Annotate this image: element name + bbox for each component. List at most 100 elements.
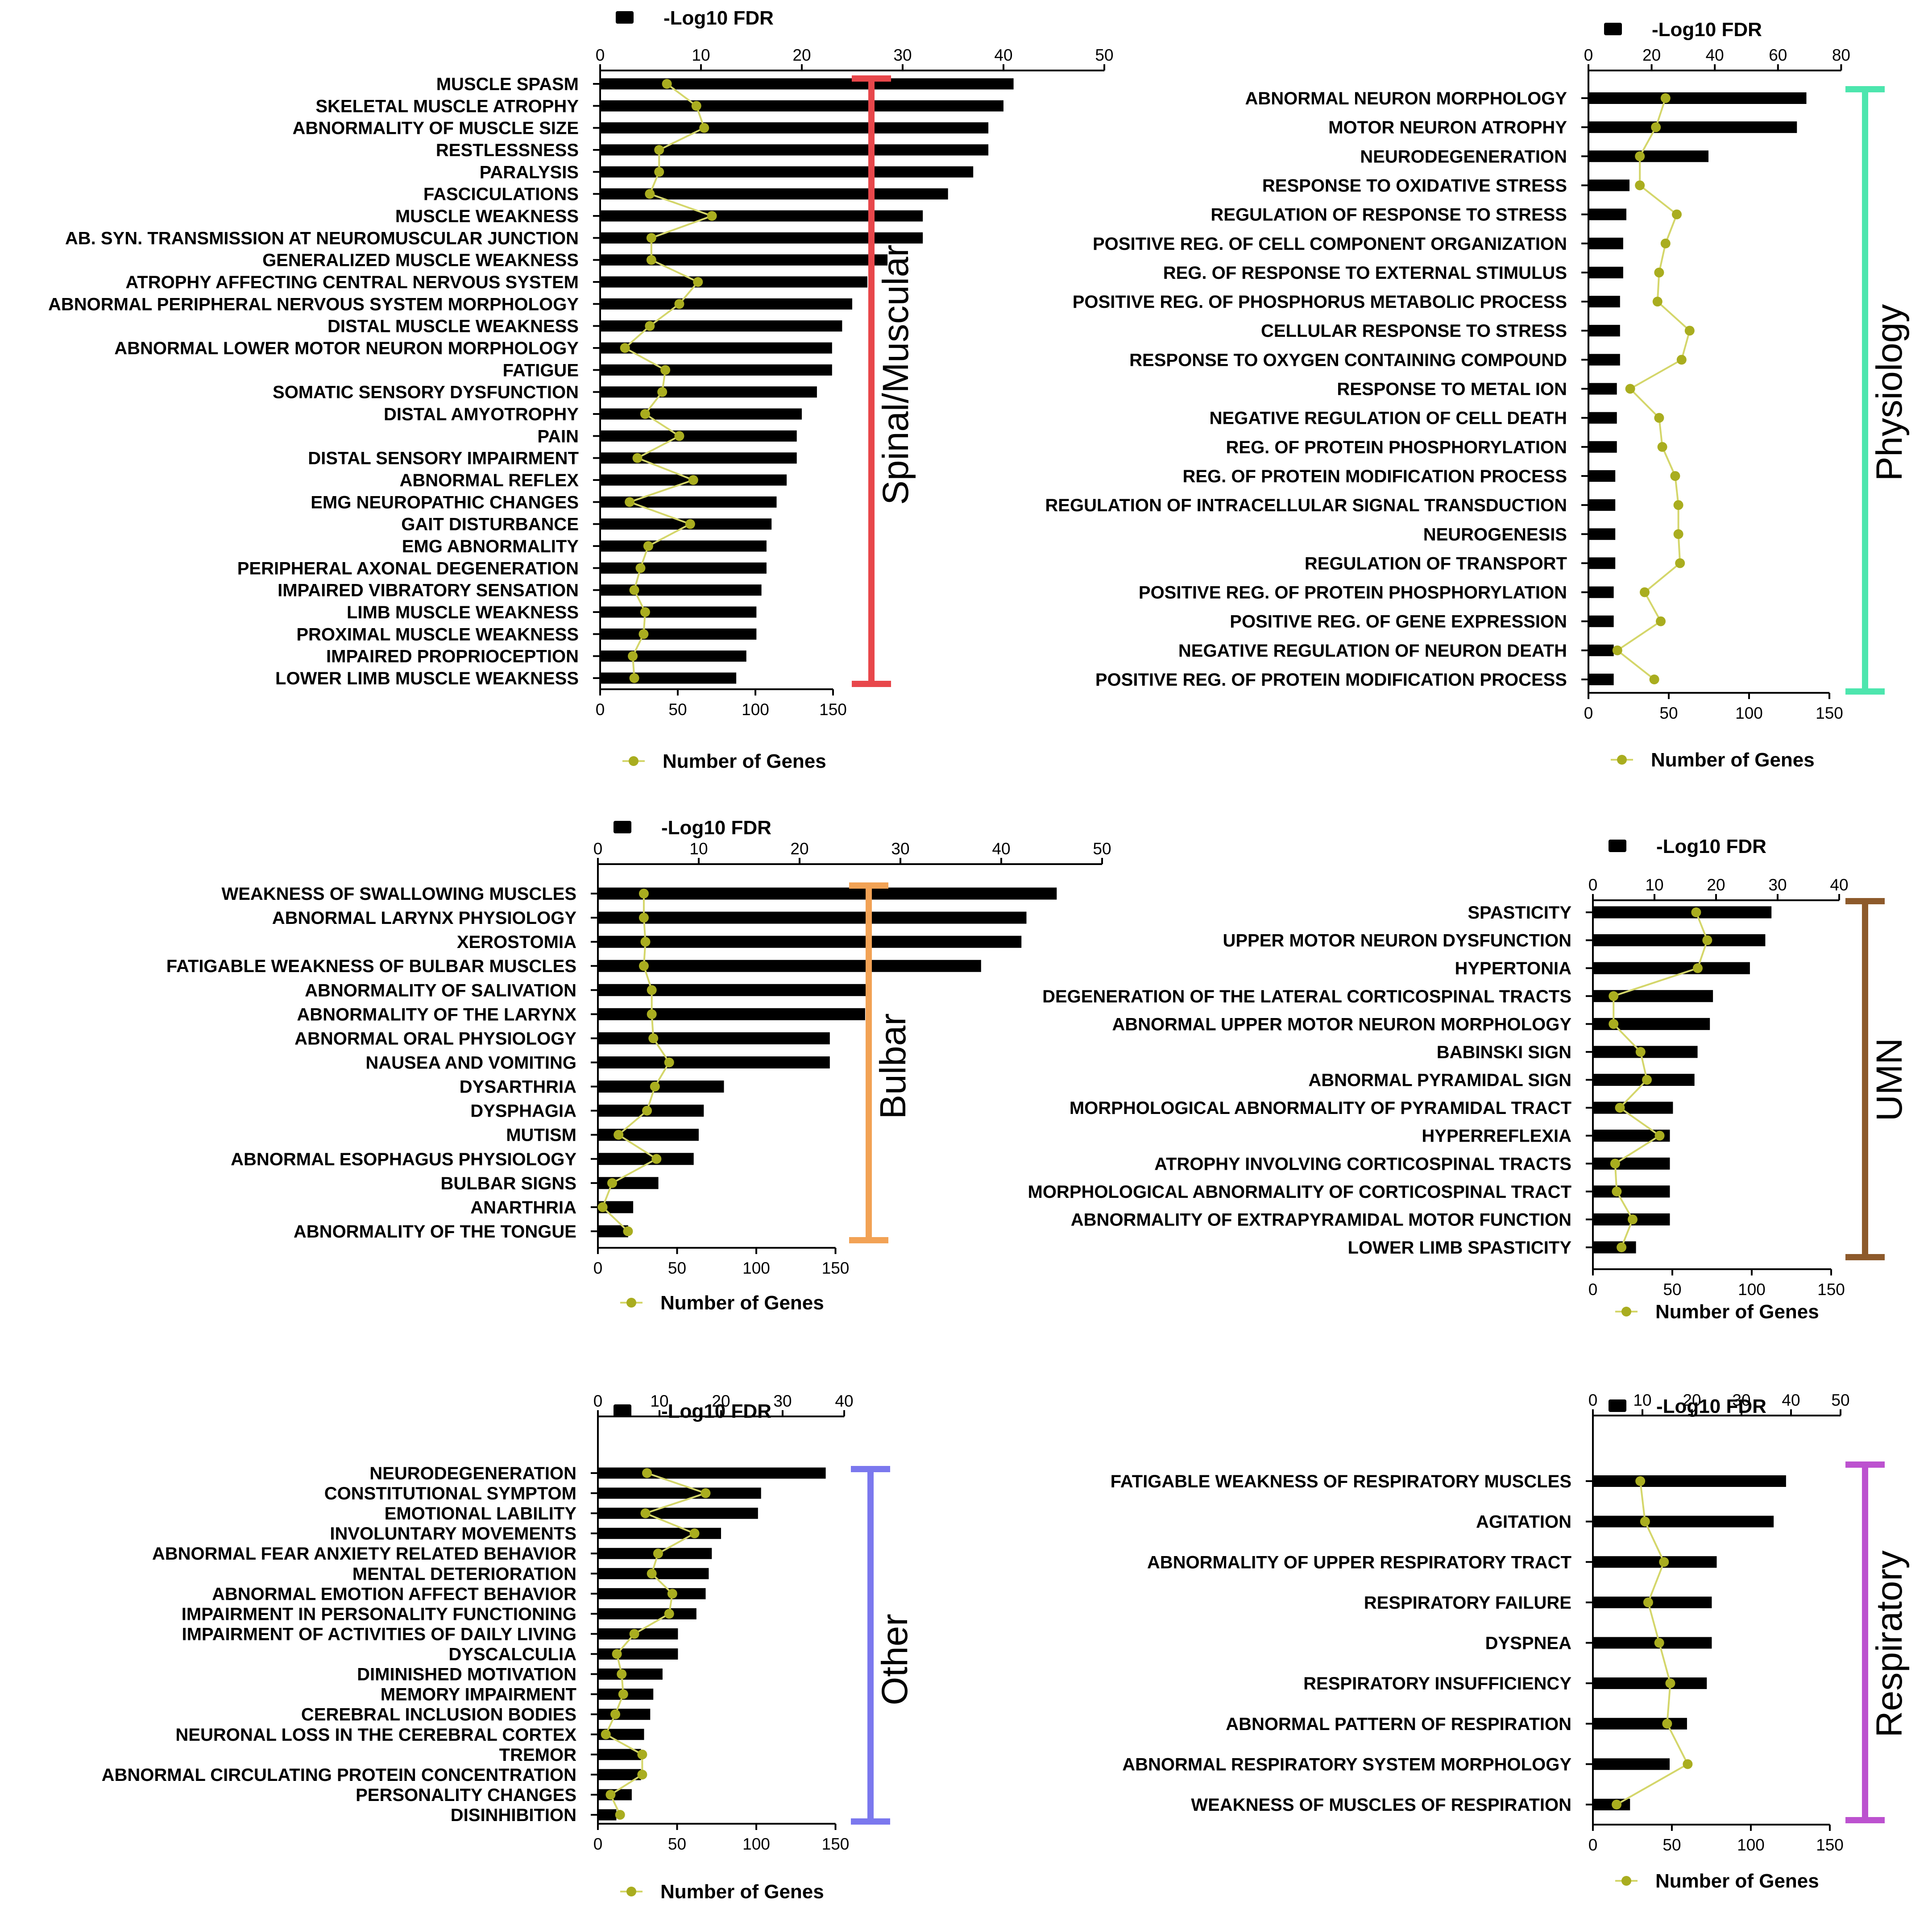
fdr-tick-label: 40 (835, 1392, 853, 1410)
category-label: FATIGUE (503, 360, 579, 380)
legend-genes-label: Number of Genes (1655, 1301, 1819, 1323)
category-label: FASCICULATIONS (423, 185, 579, 204)
group-label: Respiratory (1869, 1550, 1910, 1737)
genes-tick-label: 100 (1738, 1280, 1766, 1299)
genes-point (651, 1154, 662, 1164)
category-label: NEGATIVE REGULATION OF NEURON DEATH (1178, 641, 1567, 661)
legend-bar-swatch (614, 1404, 631, 1417)
fdr-bar (598, 960, 981, 972)
genes-point (1654, 1130, 1665, 1141)
genes-point (1673, 500, 1683, 510)
category-label: MORPHOLOGICAL ABNORMALITY OF PYRAMIDAL T… (1070, 1098, 1571, 1118)
legend-fdr-label: -Log10 FDR (1652, 19, 1762, 41)
category-label: NAUSEA AND VOMITING (365, 1053, 576, 1073)
fdr-tick-label: 40 (992, 840, 1010, 858)
category-label: ABNORMAL PYRAMIDAL SIGN (1308, 1071, 1571, 1090)
fdr-bar (598, 1129, 699, 1141)
genes-point (1625, 384, 1635, 394)
fdr-tick-label: 40 (1706, 46, 1724, 64)
fdr-tick-label: 20 (790, 840, 808, 858)
category-label: CEREBRAL INCLUSION BODIES (301, 1705, 576, 1725)
genes-point (1676, 355, 1687, 365)
fdr-bar (598, 1709, 651, 1720)
category-label: BABINSKI SIGN (1437, 1043, 1571, 1062)
genes-point (674, 431, 684, 441)
fdr-bar (1588, 325, 1620, 337)
fdr-bar (598, 936, 1022, 948)
category-label: WEAKNESS OF SWALLOWING MUSCLES (221, 884, 576, 904)
category-label: ANARTHRIA (470, 1198, 576, 1217)
genes-point (1635, 151, 1645, 161)
genes-point (1665, 1678, 1675, 1689)
fdr-bar (1588, 644, 1614, 656)
genes-point (640, 1508, 651, 1519)
category-label: MEMORY IMPAIRMENT (381, 1685, 576, 1705)
fdr-bar (1593, 962, 1750, 974)
fdr-bar (1588, 586, 1614, 598)
fdr-bar (598, 911, 1027, 924)
category-label: HYPERTONIA (1455, 959, 1571, 978)
fdr-bar (1588, 150, 1709, 162)
fdr-bar (598, 1032, 830, 1044)
genes-tick-label: 50 (1659, 704, 1678, 722)
fdr-bar (600, 672, 737, 684)
fdr-bar (600, 452, 797, 464)
fdr-bar (598, 1080, 724, 1093)
fdr-bar (1593, 1101, 1673, 1114)
category-label: AGITATION (1476, 1512, 1571, 1532)
category-label: PERIPHERAL AXONAL DEGENERATION (237, 559, 579, 578)
genes-point (1692, 963, 1703, 973)
legend-dot-swatch (1621, 1307, 1631, 1316)
category-label: NEURODEGENERATION (1360, 147, 1567, 166)
category-label: NEGATIVE REGULATION OF CELL DEATH (1210, 409, 1567, 428)
category-label: POSITIVE REG. OF PROTEIN MODIFICATION PR… (1095, 670, 1567, 690)
category-label: ABNORMALITY OF EXTRAPYRAMIDAL MOTOR FUNC… (1071, 1210, 1571, 1230)
fdr-bar (600, 540, 767, 552)
fdr-bar (1588, 499, 1616, 511)
category-label: ABNORMALITY OF SALIVATION (305, 981, 576, 1000)
genes-point (1628, 1214, 1638, 1225)
fdr-bar (598, 1008, 865, 1020)
fdr-bar (1593, 906, 1772, 919)
fdr-tick-label: 10 (650, 1392, 668, 1410)
genes-tick-label: 150 (819, 700, 847, 719)
legend-bar-swatch (1604, 23, 1622, 35)
category-label: POSITIVE REG. OF CELL COMPONENT ORGANIZA… (1093, 234, 1567, 254)
fdr-bar (1588, 179, 1630, 191)
genes-point (1643, 1597, 1653, 1607)
fdr-bar (1588, 674, 1614, 685)
category-label: RESPIRATORY INSUFFICIENCY (1303, 1674, 1571, 1693)
legend-fdr-label: -Log10 FDR (1656, 836, 1766, 857)
genes-point (629, 585, 639, 595)
fdr-tick-label: 0 (1588, 1391, 1598, 1409)
genes-point (1672, 209, 1682, 219)
category-label: AB. SYN. TRANSMISSION AT NEUROMUSCULAR J… (65, 228, 579, 248)
genes-point (629, 673, 639, 683)
legend-dot-swatch (1617, 755, 1627, 765)
fdr-bar (1588, 121, 1797, 133)
fdr-bar (600, 386, 817, 398)
category-label: ABNORMAL RESPIRATORY SYSTEM MORPHOLOGY (1122, 1755, 1571, 1774)
genes-point (662, 79, 672, 89)
fdr-bar (600, 122, 989, 134)
fdr-tick-label: 0 (1584, 46, 1593, 64)
fdr-bar (598, 1769, 641, 1780)
fdr-tick-label: 50 (1095, 46, 1113, 64)
genes-point (1609, 991, 1619, 1001)
category-label: MORPHOLOGICAL ABNORMALITY OF CORTICOSPIN… (1028, 1182, 1572, 1202)
genes-point (1617, 1242, 1627, 1252)
category-label: BULBAR SIGNS (441, 1174, 576, 1193)
group-label: UMN (1869, 1038, 1910, 1122)
category-label: IMPAIRED VIBRATORY SENSATION (278, 581, 579, 600)
genes-point (653, 1548, 663, 1559)
category-label: ABNORMAL CIRCULATING PROTEIN CONCENTRATI… (102, 1765, 576, 1785)
genes-point (667, 1589, 677, 1599)
genes-tick-label: 50 (668, 700, 687, 719)
genes-point (605, 1789, 616, 1800)
genes-point (620, 343, 630, 353)
fdr-tick-label: 20 (792, 46, 811, 64)
fdr-bar (598, 1528, 721, 1539)
genes-point (597, 1202, 608, 1212)
category-label: ABNORMAL EMOTION AFFECT BEHAVIOR (212, 1584, 576, 1604)
